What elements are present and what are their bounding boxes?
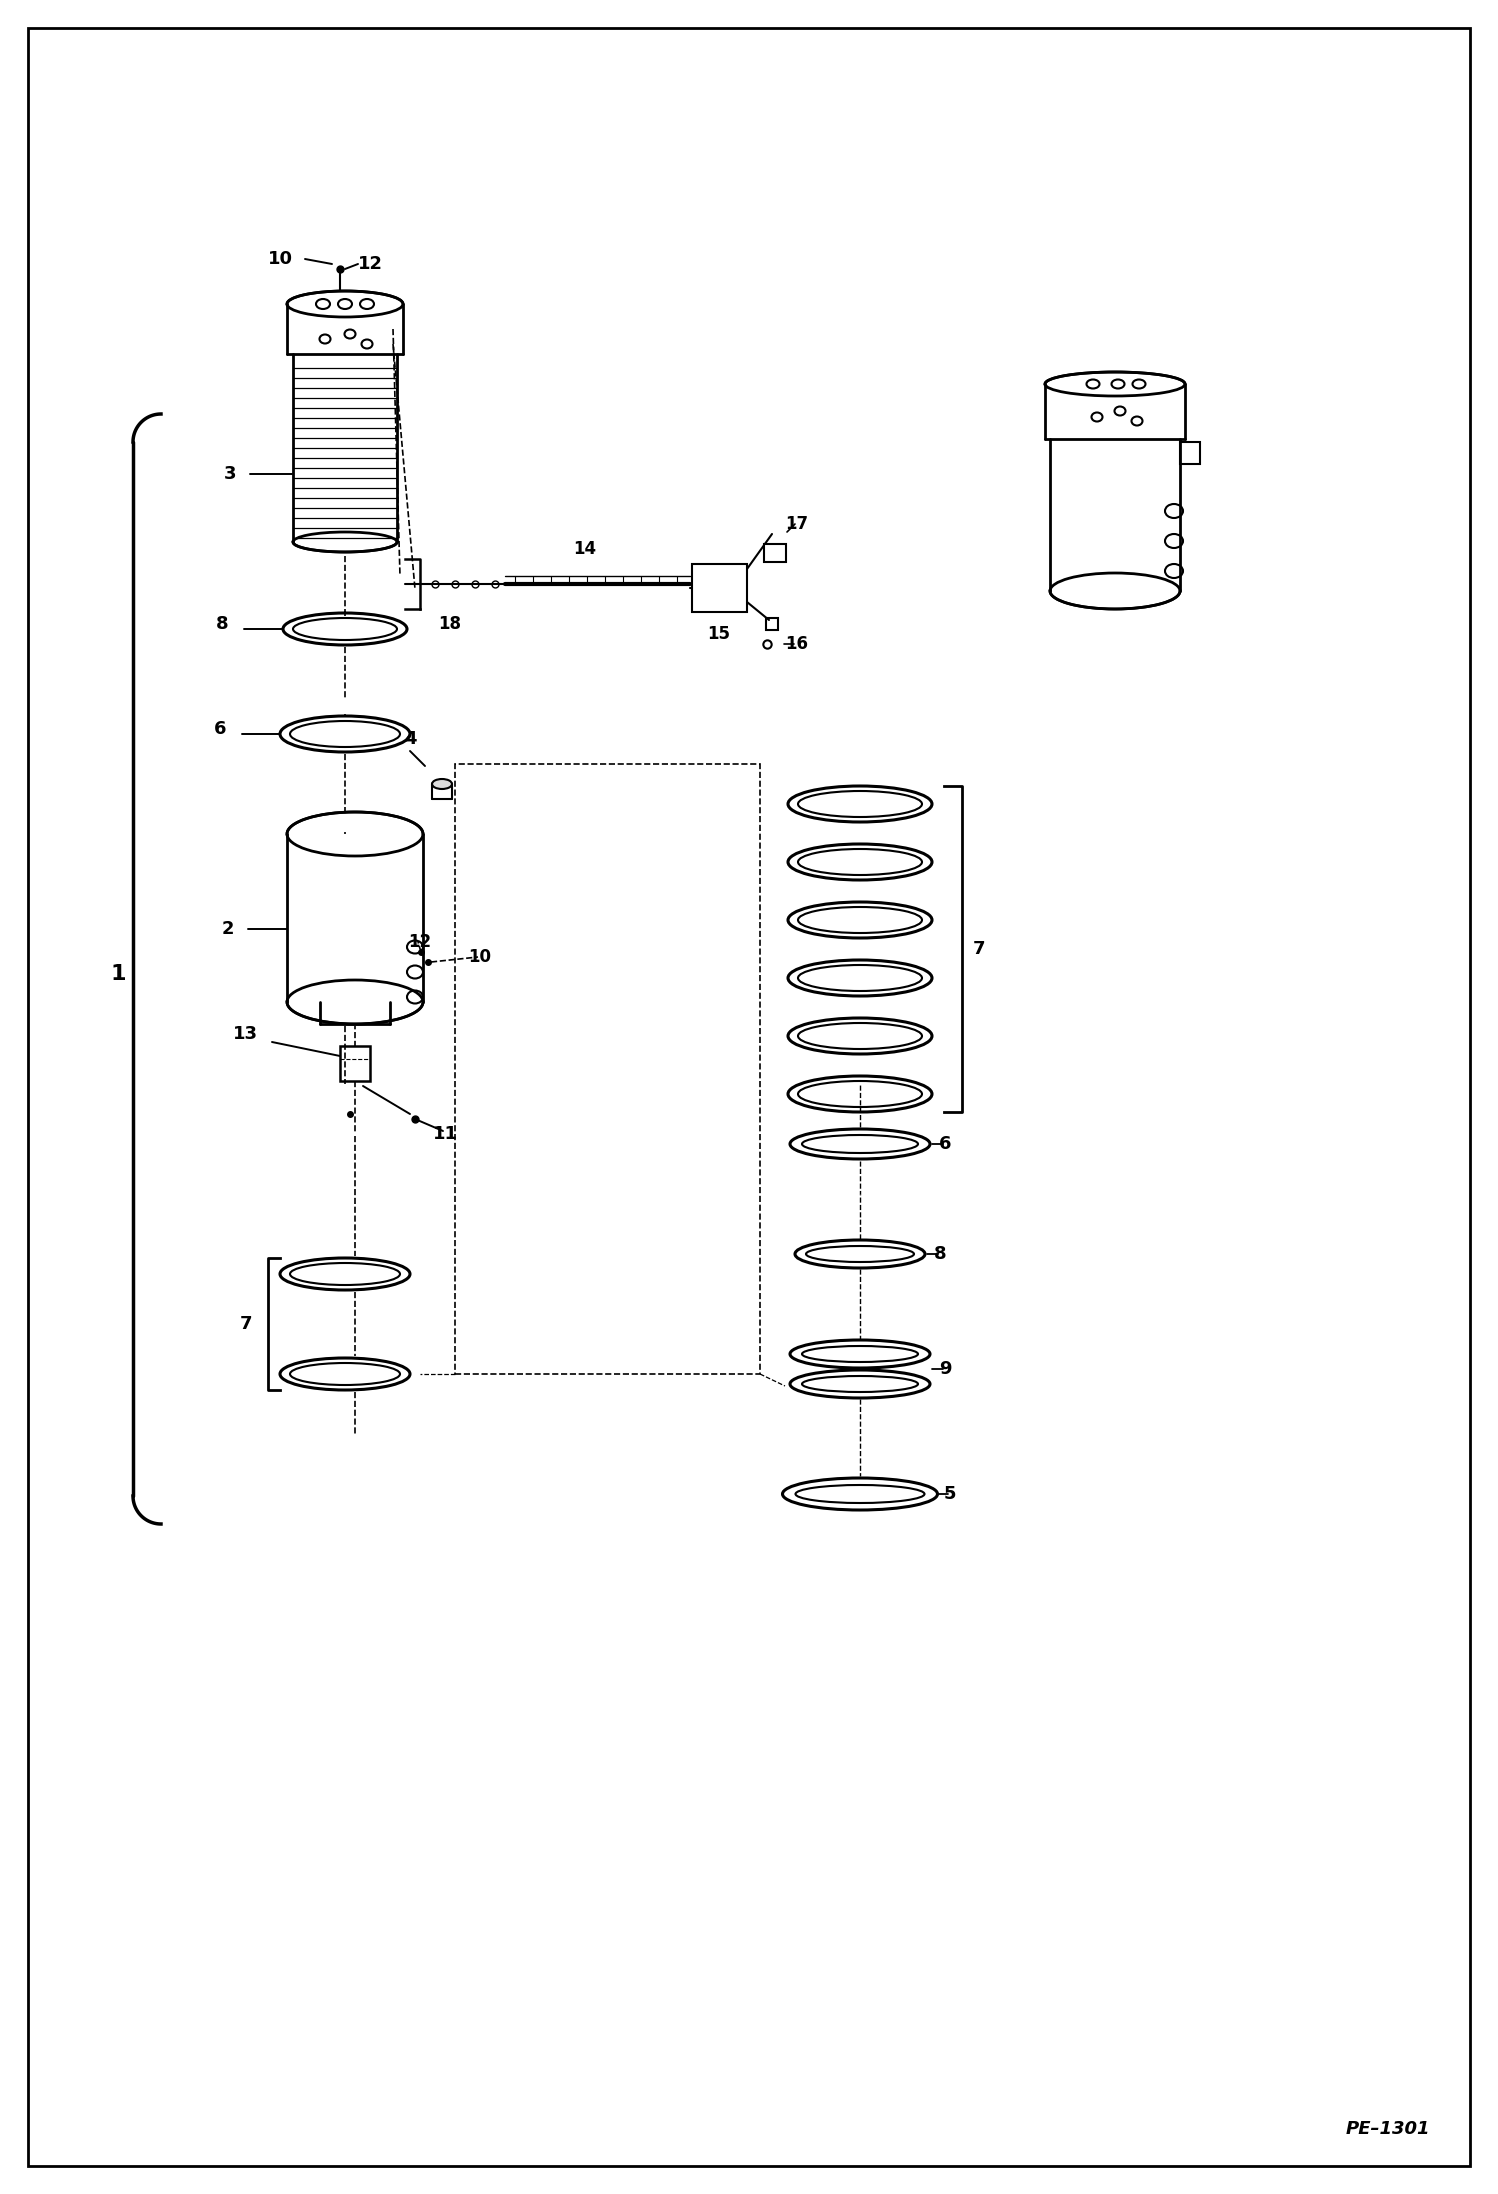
Text: 12: 12 xyxy=(409,932,431,950)
Ellipse shape xyxy=(1132,380,1146,388)
Text: 10: 10 xyxy=(268,250,292,268)
Text: 6: 6 xyxy=(214,720,226,737)
Text: 6: 6 xyxy=(939,1134,951,1154)
Text: 17: 17 xyxy=(785,516,809,533)
Ellipse shape xyxy=(360,298,374,309)
Ellipse shape xyxy=(1086,380,1100,388)
Text: 9: 9 xyxy=(939,1360,951,1378)
Text: 8: 8 xyxy=(933,1244,947,1264)
Text: 2: 2 xyxy=(222,919,234,939)
Ellipse shape xyxy=(1112,380,1125,388)
Text: 11: 11 xyxy=(433,1126,457,1143)
Text: 1: 1 xyxy=(111,963,126,983)
Text: 13: 13 xyxy=(232,1025,258,1042)
Text: 16: 16 xyxy=(785,634,809,654)
Ellipse shape xyxy=(339,298,352,309)
Text: 7: 7 xyxy=(972,939,986,959)
Text: 14: 14 xyxy=(574,540,596,557)
Text: 15: 15 xyxy=(707,625,731,643)
Ellipse shape xyxy=(431,779,452,790)
Text: 5: 5 xyxy=(944,1485,956,1503)
Bar xyxy=(764,544,786,562)
Text: 12: 12 xyxy=(358,255,382,272)
Ellipse shape xyxy=(316,298,330,309)
Text: 8: 8 xyxy=(216,614,228,634)
Text: PE–1301: PE–1301 xyxy=(1345,2119,1431,2137)
Text: 3: 3 xyxy=(223,465,237,483)
Bar xyxy=(455,764,759,1373)
Text: 4: 4 xyxy=(404,731,416,748)
Bar xyxy=(1180,441,1200,463)
Bar xyxy=(340,1047,370,1082)
Text: 7: 7 xyxy=(240,1314,252,1334)
Text: 18: 18 xyxy=(439,614,461,634)
Bar xyxy=(692,564,748,612)
Text: 10: 10 xyxy=(469,948,491,965)
